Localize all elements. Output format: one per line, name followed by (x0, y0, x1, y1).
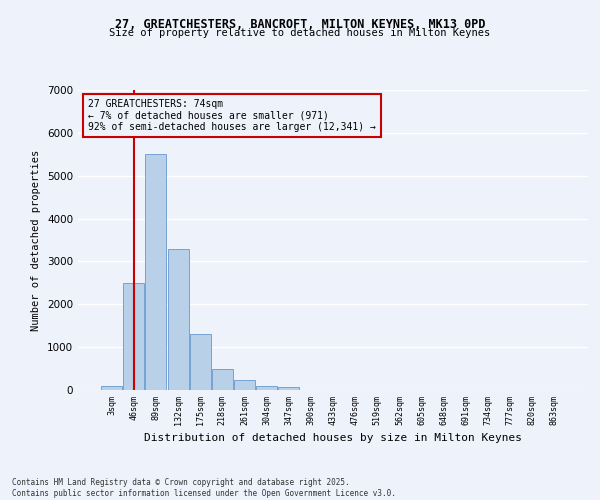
Bar (212, 370, 233, 390)
Text: 27 GREATCHESTERS: 74sqm
← 7% of detached houses are smaller (971)
92% of semi-de: 27 GREATCHESTERS: 74sqm ← 7% of detached… (88, 99, 376, 132)
Bar (124, 283, 145, 390)
X-axis label: Distribution of detached houses by size in Milton Keynes: Distribution of detached houses by size … (144, 433, 522, 443)
Bar (145, 154, 166, 390)
Bar (234, 380, 255, 390)
Text: Size of property relative to detached houses in Milton Keynes: Size of property relative to detached ho… (109, 28, 491, 38)
Y-axis label: Number of detached properties: Number of detached properties (31, 150, 41, 330)
Text: 27, GREATCHESTERS, BANCROFT, MILTON KEYNES, MK13 0PD: 27, GREATCHESTERS, BANCROFT, MILTON KEYN… (115, 18, 485, 30)
Text: Contains HM Land Registry data © Crown copyright and database right 2025.
Contai: Contains HM Land Registry data © Crown c… (12, 478, 396, 498)
Bar (167, 248, 188, 390)
Bar (256, 386, 277, 390)
Bar (190, 334, 211, 390)
Bar (101, 386, 122, 390)
Bar (278, 388, 299, 390)
